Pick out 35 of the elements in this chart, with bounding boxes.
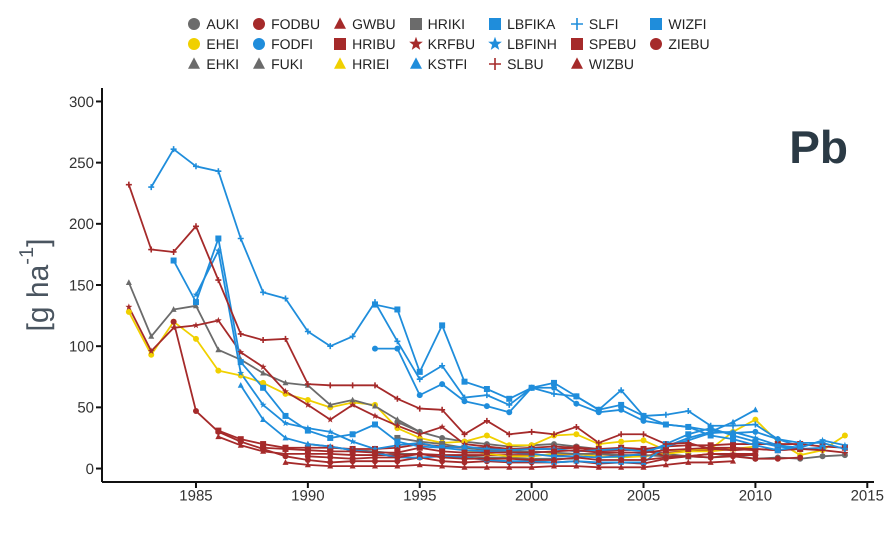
legend-label: AUKI [206, 16, 240, 32]
legend-label: WIZBU [588, 56, 634, 72]
legend-label: LBFINH [507, 36, 557, 52]
legend-label: FODBU [271, 16, 320, 32]
legend-label: HRIBU [352, 36, 396, 52]
legend-label: EHEI [206, 36, 240, 52]
legend-label: KRFBU [428, 36, 476, 52]
x-tick-label: 1990 [291, 488, 325, 505]
y-tick-label: 0 [86, 460, 94, 478]
annotation: Pb [789, 120, 848, 174]
y-tick-label: 300 [68, 94, 94, 111]
y-tick-label: 250 [68, 154, 94, 172]
x-tick-label: 2015 [850, 488, 884, 505]
legend-label: WIZFI [668, 16, 706, 32]
legend-label: SLBU [507, 56, 544, 72]
legend-label: SLFI [588, 16, 618, 32]
legend-label: HRIKI [428, 16, 465, 32]
x-tick-label: 1985 [179, 488, 213, 505]
legend-label: FODFI [271, 36, 314, 52]
legend-label: HRIEI [352, 56, 390, 72]
legend-label: EHKI [206, 56, 240, 72]
y-tick-label: 50 [77, 400, 94, 417]
legend-label: FUKI [271, 56, 303, 72]
x-tick-label: 2005 [626, 488, 660, 505]
legend-label: KSTFI [428, 56, 468, 72]
y-tick-label: 150 [68, 277, 94, 294]
legend-label: GWBU [352, 16, 396, 32]
x-tick-label: 2010 [738, 488, 772, 505]
x-tick-label: 1995 [403, 488, 436, 505]
legend-label: SPEBU [588, 36, 636, 52]
x-tick-label: 2000 [514, 488, 548, 505]
legend-label: LBFIKA [507, 16, 556, 32]
legend-label: ZIEBU [668, 36, 710, 52]
y-tick-label: 200 [68, 216, 94, 234]
y-tick-label: 100 [68, 338, 94, 356]
